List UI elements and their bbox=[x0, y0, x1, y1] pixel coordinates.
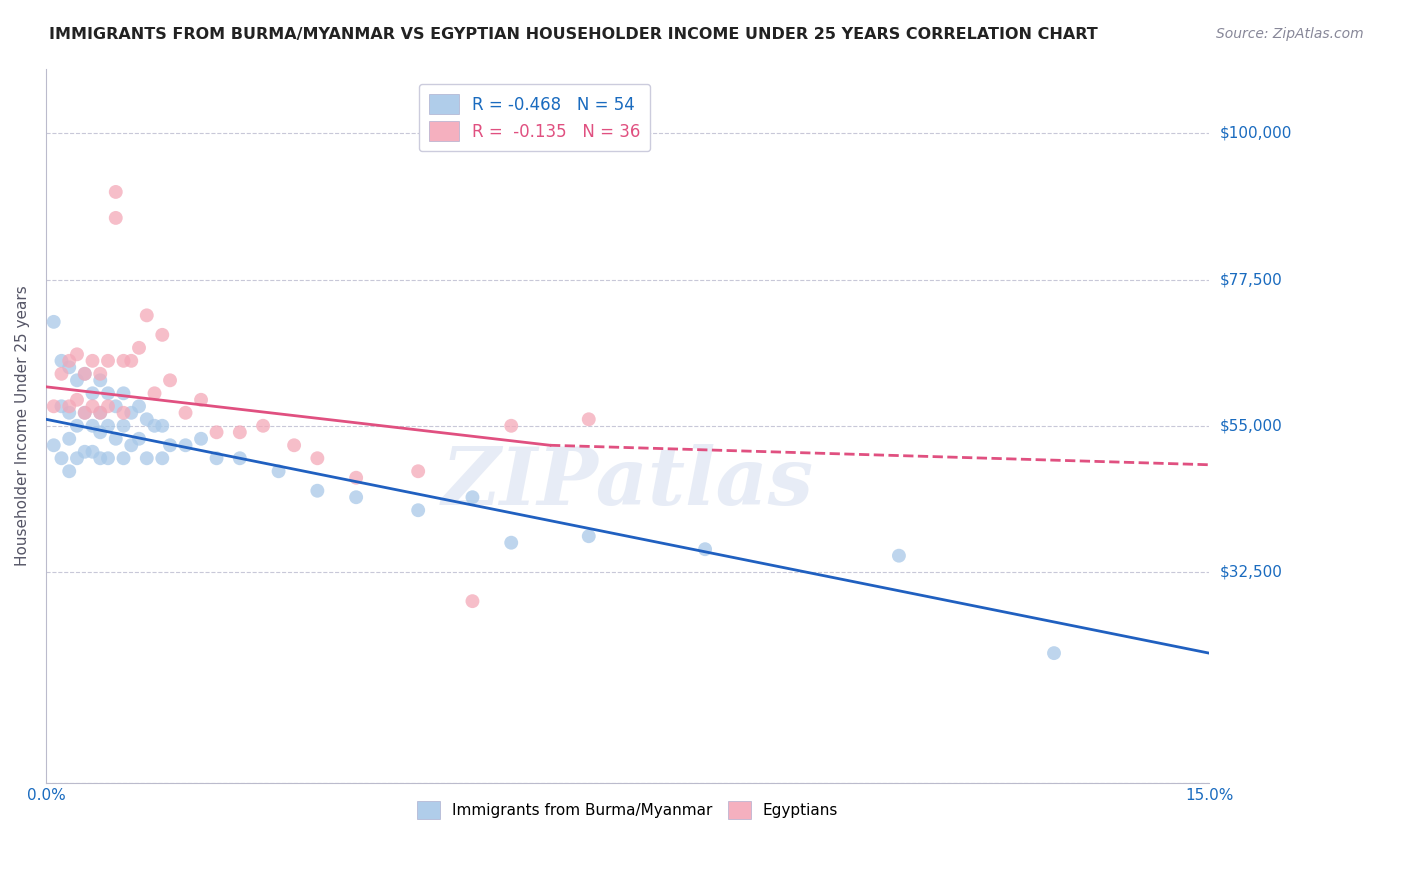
Point bbox=[159, 373, 181, 387]
Point bbox=[205, 425, 228, 440]
Point bbox=[150, 327, 173, 342]
Point bbox=[1043, 646, 1066, 660]
Point bbox=[58, 464, 80, 478]
Point bbox=[143, 386, 166, 401]
Point bbox=[104, 185, 127, 199]
Point bbox=[461, 594, 484, 608]
Text: Source: ZipAtlas.com: Source: ZipAtlas.com bbox=[1216, 27, 1364, 41]
Point bbox=[128, 432, 150, 446]
Point bbox=[120, 438, 142, 452]
Point bbox=[128, 341, 150, 355]
Point bbox=[252, 418, 274, 433]
Text: IMMIGRANTS FROM BURMA/MYANMAR VS EGYPTIAN HOUSEHOLDER INCOME UNDER 25 YEARS CORR: IMMIGRANTS FROM BURMA/MYANMAR VS EGYPTIA… bbox=[49, 27, 1098, 42]
Point bbox=[66, 392, 89, 407]
Point bbox=[66, 347, 89, 361]
Point bbox=[307, 451, 329, 466]
Point bbox=[344, 471, 367, 485]
Point bbox=[150, 418, 173, 433]
Point bbox=[97, 399, 120, 413]
Point bbox=[501, 535, 523, 549]
Point bbox=[89, 373, 111, 387]
Point bbox=[120, 354, 142, 368]
Point bbox=[229, 451, 252, 466]
Point bbox=[58, 360, 80, 375]
Point bbox=[97, 386, 120, 401]
Point bbox=[578, 412, 600, 426]
Point bbox=[97, 418, 120, 433]
Point bbox=[51, 399, 73, 413]
Text: $55,000: $55,000 bbox=[1220, 418, 1282, 434]
Point bbox=[887, 549, 910, 563]
Point bbox=[578, 529, 600, 543]
Point bbox=[135, 412, 157, 426]
Point bbox=[82, 418, 104, 433]
Point bbox=[150, 451, 173, 466]
Text: $32,500: $32,500 bbox=[1220, 565, 1284, 580]
Y-axis label: Householder Income Under 25 years: Householder Income Under 25 years bbox=[15, 285, 30, 566]
Point bbox=[267, 464, 290, 478]
Point bbox=[73, 406, 96, 420]
Point bbox=[112, 406, 135, 420]
Point bbox=[51, 354, 73, 368]
Point bbox=[89, 425, 111, 440]
Legend: Immigrants from Burma/Myanmar, Egyptians: Immigrants from Burma/Myanmar, Egyptians bbox=[411, 795, 844, 825]
Point bbox=[143, 418, 166, 433]
Point bbox=[51, 451, 73, 466]
Point bbox=[58, 399, 80, 413]
Point bbox=[283, 438, 305, 452]
Point bbox=[66, 418, 89, 433]
Point bbox=[174, 406, 197, 420]
Point bbox=[58, 354, 80, 368]
Point bbox=[89, 451, 111, 466]
Point bbox=[51, 367, 73, 381]
Point bbox=[190, 432, 212, 446]
Point bbox=[104, 211, 127, 225]
Point bbox=[89, 406, 111, 420]
Point bbox=[120, 406, 142, 420]
Point bbox=[174, 438, 197, 452]
Point bbox=[104, 399, 127, 413]
Point bbox=[693, 542, 716, 557]
Point bbox=[128, 399, 150, 413]
Point bbox=[42, 315, 65, 329]
Point bbox=[66, 451, 89, 466]
Point bbox=[73, 444, 96, 458]
Point bbox=[82, 399, 104, 413]
Point bbox=[89, 406, 111, 420]
Point bbox=[229, 425, 252, 440]
Point bbox=[112, 418, 135, 433]
Point bbox=[135, 451, 157, 466]
Point bbox=[66, 373, 89, 387]
Point bbox=[82, 444, 104, 458]
Text: $77,500: $77,500 bbox=[1220, 272, 1282, 287]
Point bbox=[307, 483, 329, 498]
Point bbox=[58, 406, 80, 420]
Point bbox=[82, 386, 104, 401]
Point bbox=[344, 490, 367, 504]
Point bbox=[501, 418, 523, 433]
Point bbox=[104, 432, 127, 446]
Point bbox=[461, 490, 484, 504]
Point bbox=[97, 354, 120, 368]
Text: $100,000: $100,000 bbox=[1220, 126, 1292, 141]
Point bbox=[42, 399, 65, 413]
Point bbox=[406, 464, 429, 478]
Point bbox=[89, 367, 111, 381]
Point bbox=[135, 309, 157, 323]
Point bbox=[112, 386, 135, 401]
Point bbox=[190, 392, 212, 407]
Point bbox=[406, 503, 429, 517]
Point bbox=[58, 432, 80, 446]
Point bbox=[112, 451, 135, 466]
Point bbox=[42, 438, 65, 452]
Point bbox=[82, 354, 104, 368]
Point bbox=[159, 438, 181, 452]
Point bbox=[73, 367, 96, 381]
Point bbox=[73, 367, 96, 381]
Point bbox=[205, 451, 228, 466]
Point bbox=[97, 451, 120, 466]
Point bbox=[112, 354, 135, 368]
Text: ZIPatlas: ZIPatlas bbox=[441, 444, 814, 522]
Point bbox=[73, 406, 96, 420]
